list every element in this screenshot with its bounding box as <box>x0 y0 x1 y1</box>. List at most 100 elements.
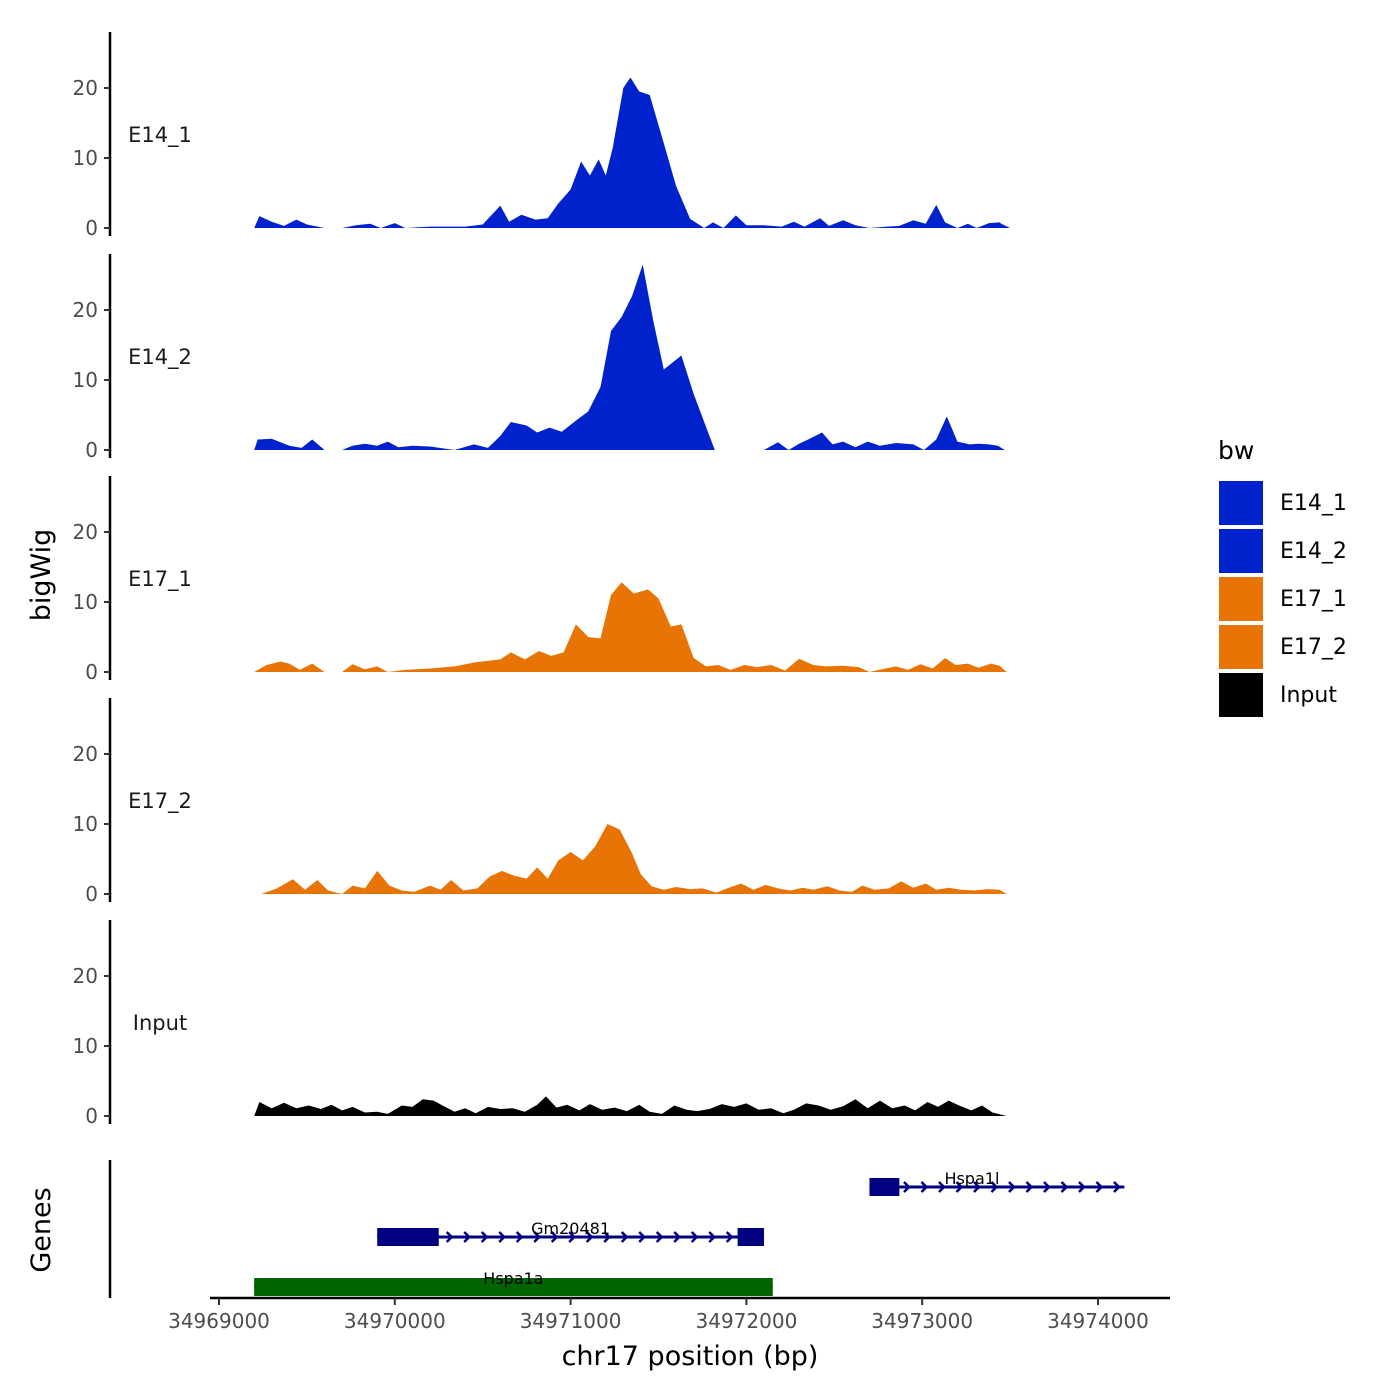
exon <box>254 1278 773 1296</box>
strand-arrow <box>673 1231 681 1243</box>
strand-arrow <box>708 1231 716 1243</box>
track-panel-input: 0 10 20 Input <box>73 920 1007 1128</box>
exon <box>869 1178 900 1196</box>
x-tick-label: 34971000 <box>520 1309 622 1333</box>
legend-entry: E17_2 <box>1217 623 1347 671</box>
strand-arrow <box>585 1231 594 1243</box>
strand-arrow <box>638 1231 646 1243</box>
gene-label: Hspa1a <box>483 1269 543 1288</box>
strand-arrow <box>550 1231 559 1243</box>
track-label: E14_1 <box>128 123 192 148</box>
y-tick-label: 10 <box>73 1034 98 1058</box>
exon <box>377 1228 439 1246</box>
signal-area <box>261 824 1007 894</box>
gene-hspa1a: Hspa1a <box>254 1269 773 1296</box>
legend-label: E17_1 <box>1280 587 1347 612</box>
strand-arrow <box>690 1231 699 1243</box>
track-panel-e17-2: 0 10 20 E17_2 <box>73 698 1007 906</box>
signal-area <box>254 264 1005 450</box>
signal-area <box>254 77 1011 228</box>
gene-label: Hspa1l <box>944 1169 999 1188</box>
strand-arrow <box>1095 1181 1104 1193</box>
signal-area <box>254 582 1007 672</box>
strand-arrow <box>463 1231 471 1243</box>
x-axis: 34969000 34970000 34971000 34972000 34973000… <box>168 1296 1170 1333</box>
gene-axis-title: Genes <box>26 1187 57 1272</box>
track-panel-e17-1: 0 10 20 E17_1 <box>73 476 1007 684</box>
strand-arrow <box>1025 1181 1034 1193</box>
strand-arrow <box>725 1231 734 1243</box>
exon <box>737 1228 764 1246</box>
gene-hspa1l: Hspa1l <box>869 1169 1125 1196</box>
track-label: E17_1 <box>128 567 192 592</box>
legend-entries: E14_1 E14_2 E17_1 E17_2 Input <box>1217 479 1347 719</box>
legend: bw <box>1218 436 1254 465</box>
strand-arrow <box>603 1231 611 1243</box>
legend-entry: Input <box>1217 671 1337 719</box>
gene-gm20481: Gm20481 <box>377 1219 764 1246</box>
strand-arrow <box>568 1231 576 1243</box>
strand-arrow <box>498 1231 506 1243</box>
strand-arrow <box>533 1231 541 1243</box>
strand-arrow <box>920 1181 929 1193</box>
strand-arrow <box>480 1231 489 1243</box>
legend-swatch <box>1217 479 1265 527</box>
strand-arrow <box>515 1231 524 1243</box>
y-tick-label: 20 <box>73 76 98 100</box>
strand-arrow <box>938 1181 946 1193</box>
strand-arrow <box>1043 1181 1051 1193</box>
y-tick-label: 20 <box>73 298 98 322</box>
legend-label: E17_2 <box>1280 635 1347 660</box>
y-tick-label: 0 <box>85 216 98 240</box>
y-tick-label: 10 <box>73 590 98 614</box>
legend-swatch <box>1217 575 1265 623</box>
legend-label: E14_1 <box>1280 491 1347 516</box>
legend-entry: E14_1 <box>1217 479 1347 527</box>
legend-title: bw <box>1218 436 1254 465</box>
legend-entry: E14_2 <box>1217 527 1347 575</box>
y-tick-label: 0 <box>85 1104 98 1128</box>
x-tick-label: 34972000 <box>696 1309 798 1333</box>
strand-arrow <box>620 1231 629 1243</box>
strand-arrow <box>973 1181 981 1193</box>
track-panel-e14-2: 0 10 20 E14_2 <box>73 254 1005 462</box>
strand-arrow <box>903 1181 911 1193</box>
y-tick-label: 10 <box>73 368 98 392</box>
track-label: Input <box>133 1011 187 1035</box>
legend-swatch <box>1217 671 1265 719</box>
track-label: E17_2 <box>128 789 192 814</box>
tracks-layer: 0 10 20 E14_1 0 10 20 E14_2 0 10 20 E17_1 0 10 20 E17_2… <box>73 32 1011 1128</box>
strand-arrow <box>1008 1181 1016 1193</box>
track-panel-e14-1: 0 10 20 E14_1 <box>73 32 1011 240</box>
y-tick-label: 0 <box>85 660 98 684</box>
legend-entry: E17_1 <box>1217 575 1347 623</box>
strand-arrow <box>655 1231 664 1243</box>
x-tick-label: 34969000 <box>168 1309 270 1333</box>
legend-label: E14_2 <box>1280 539 1347 564</box>
gene-label: Gm20481 <box>531 1219 610 1238</box>
signal-area <box>254 1096 1007 1116</box>
legend-swatch <box>1217 527 1265 575</box>
y-tick-label: 0 <box>85 882 98 906</box>
y-tick-label: 20 <box>73 742 98 766</box>
strand-arrow <box>445 1231 454 1243</box>
strand-arrow <box>1078 1181 1086 1193</box>
genes-layer: Hspa1l Gm20481 Hspa1a <box>108 1160 1125 1298</box>
strand-arrow <box>955 1181 964 1193</box>
legend-swatch <box>1217 623 1265 671</box>
y-tick-label: 20 <box>73 520 98 544</box>
strand-arrow <box>1113 1181 1121 1193</box>
x-tick-label: 34974000 <box>1047 1309 1149 1333</box>
y-tick-label: 20 <box>73 964 98 988</box>
y-tick-label: 0 <box>85 438 98 462</box>
y-tick-label: 10 <box>73 146 98 170</box>
y-axis-title: bigWig <box>26 529 57 622</box>
strand-arrow <box>1060 1181 1069 1193</box>
x-tick-label: 34973000 <box>871 1309 973 1333</box>
track-label: E14_2 <box>128 345 192 370</box>
x-tick-label: 34970000 <box>344 1309 446 1333</box>
strand-arrow <box>990 1181 999 1193</box>
y-tick-label: 10 <box>73 812 98 836</box>
legend-label: Input <box>1280 683 1337 708</box>
